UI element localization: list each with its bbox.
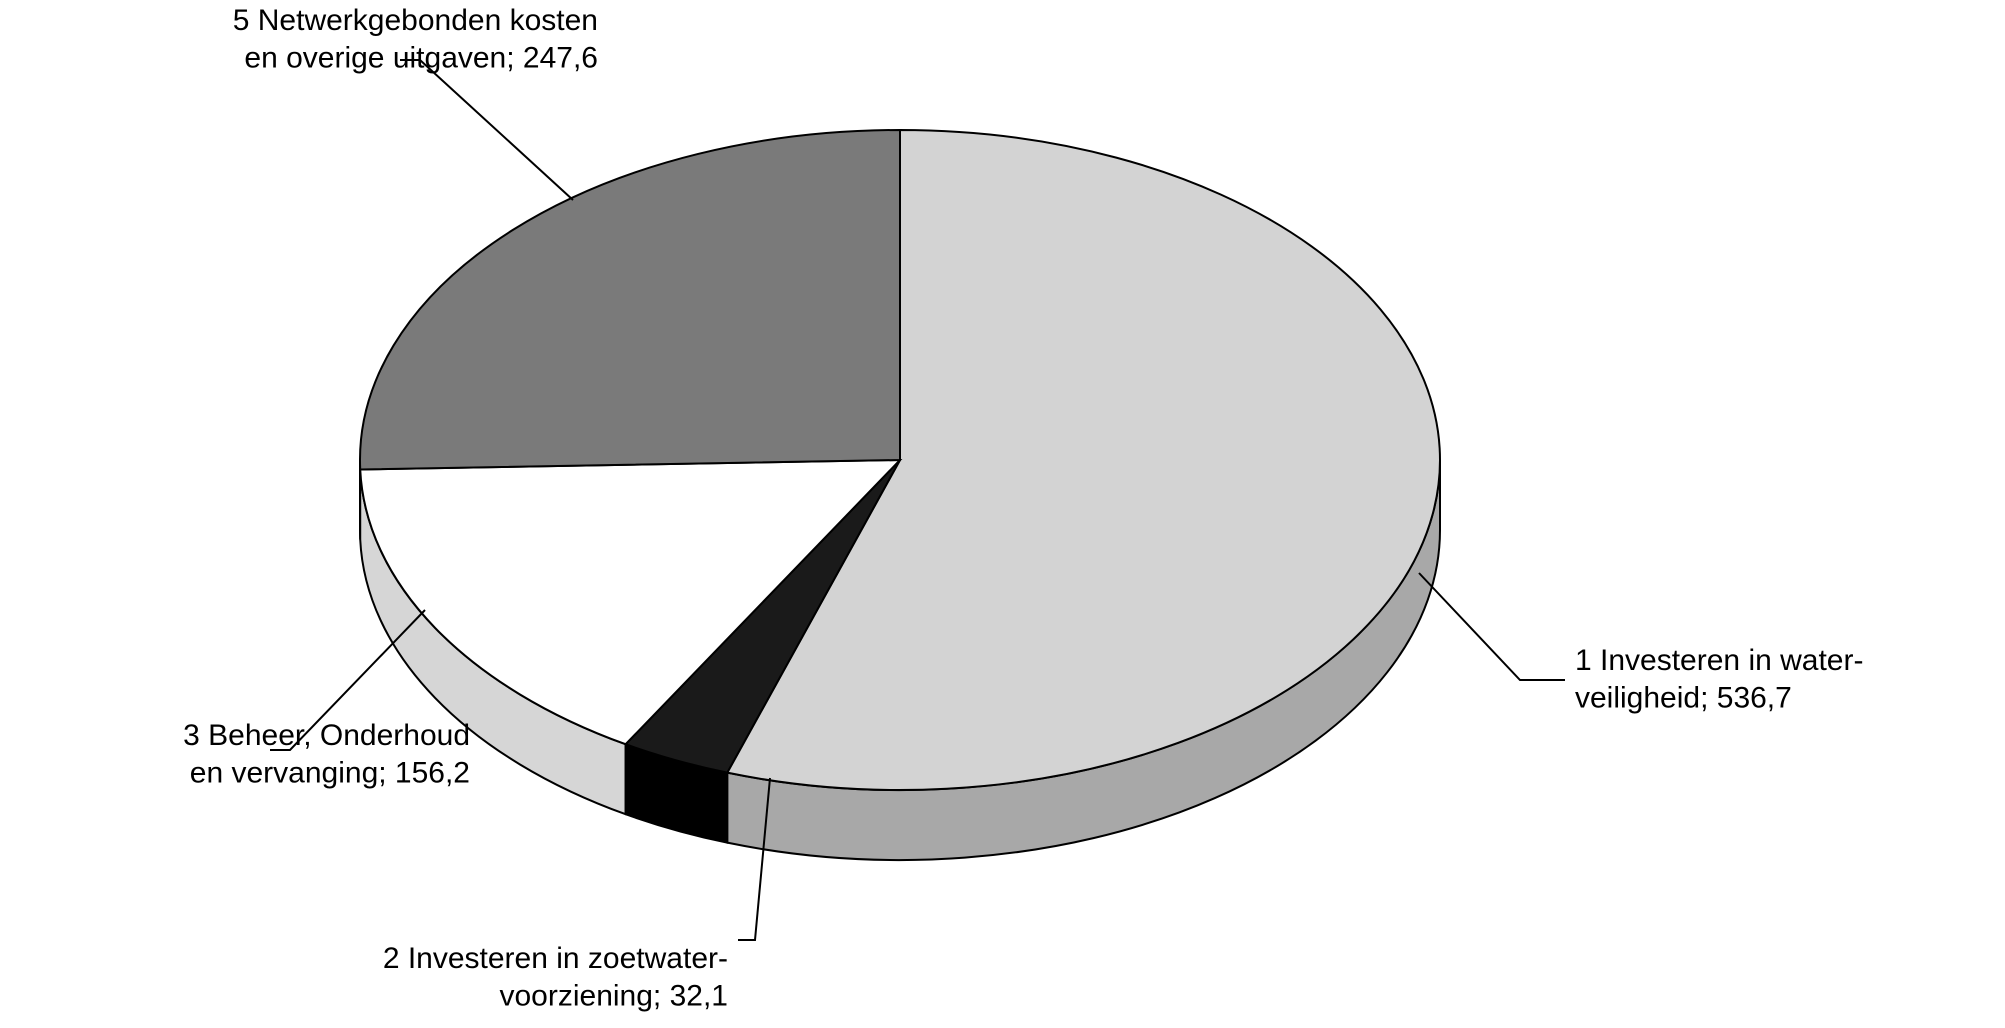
slice-3-label-line-0: 3 Beheer, Onderhoud [183, 719, 470, 752]
slice-5-label-line-1: en overige uitgaven; 247,6 [244, 42, 598, 75]
slice-2-label-line-1: voorziening; 32,1 [500, 980, 729, 1013]
pie-chart: 1 Investeren in water-veiligheid; 536,7 2… [0, 0, 2005, 1028]
slice-5-label: 5 Netwerkgebonden kosten en overige uitga… [233, 4, 598, 75]
slice-5-label-line-0: 5 Netwerkgebonden kosten [233, 4, 598, 37]
slice-2-label-line-0: 2 Investeren in zoetwater- [383, 942, 728, 975]
pie-top [360, 130, 1440, 790]
slice-1-label-line-0: 1 Investeren in water- [1575, 644, 1863, 677]
slice-1-label: 1 Investeren in water-veiligheid; 536,7 [1575, 644, 1863, 715]
slice-1-label-line-1: veiligheid; 536,7 [1575, 682, 1792, 715]
slice-5-top [360, 130, 900, 469]
slice-5-leader [400, 60, 573, 200]
slice-3-label-line-1: en vervanging; 156,2 [190, 757, 470, 790]
slice-1-leader [1419, 573, 1565, 680]
slice-2-label: 2 Investeren in zoetwater-voorziening; 3… [383, 942, 728, 1013]
slice-3-label: 3 Beheer, Onderhoud en vervanging; 156,2 [183, 719, 470, 790]
